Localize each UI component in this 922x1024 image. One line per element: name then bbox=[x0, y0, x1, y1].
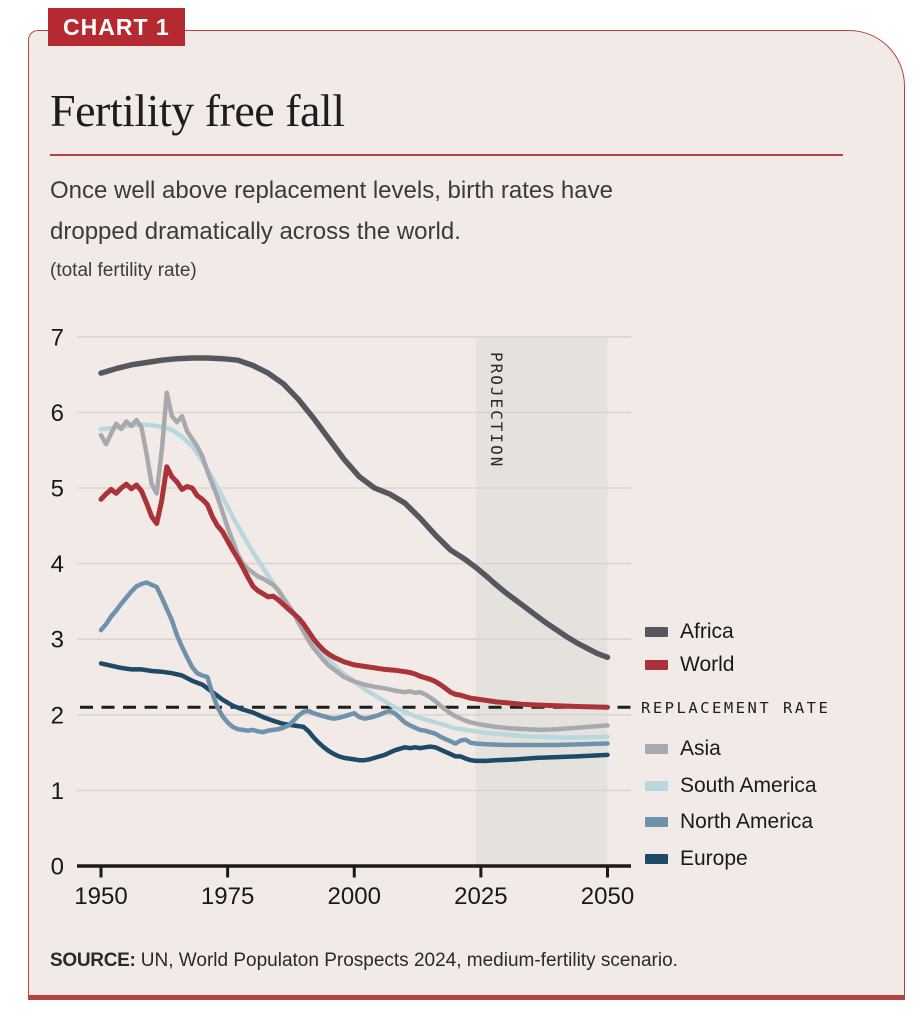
north-america-swatch bbox=[645, 817, 668, 828]
x-tick-label-2025: 2025 bbox=[454, 883, 507, 910]
legend-label-africa: Africa bbox=[680, 619, 734, 643]
legend-label-north-america: North America bbox=[680, 810, 814, 834]
x-tick-label-2050: 2050 bbox=[581, 883, 634, 910]
south-america-swatch bbox=[645, 780, 668, 791]
unit-note: (total fertility rate) bbox=[50, 260, 197, 281]
series-line-world bbox=[98, 464, 610, 710]
legend-item-asia: Asia bbox=[645, 731, 817, 768]
y-tick-label-3: 3 bbox=[51, 627, 64, 654]
source-text: UN, World Populaton Prospects 2024, medi… bbox=[135, 950, 678, 971]
chart-number-badge: CHART 1 bbox=[48, 8, 185, 46]
legend-item-world: World bbox=[645, 648, 734, 681]
y-tick-label-6: 6 bbox=[51, 400, 64, 427]
africa-swatch bbox=[645, 626, 668, 637]
europe-swatch bbox=[645, 853, 668, 864]
y-tick-label-7: 7 bbox=[51, 324, 64, 351]
chart-card bbox=[28, 30, 905, 1000]
source-label: SOURCE: bbox=[50, 950, 136, 971]
legend-label-europe: Europe bbox=[680, 846, 748, 870]
series-line-europe bbox=[98, 661, 610, 764]
chart-subtitle: Once well above replacement levels, birt… bbox=[50, 177, 613, 245]
legend-bottom: Asia South America North America Europe bbox=[645, 731, 817, 877]
y-tick-label-2: 2 bbox=[51, 702, 64, 729]
title-divider bbox=[50, 154, 843, 156]
legend-item-north-america: North America bbox=[645, 804, 817, 841]
chart-title: Fertility free fall bbox=[50, 85, 345, 136]
legend-item-europe: Europe bbox=[645, 841, 817, 878]
y-tick-label-1: 1 bbox=[51, 778, 64, 805]
y-tick-label-5: 5 bbox=[51, 476, 64, 503]
projection-band bbox=[475, 338, 608, 866]
asia-swatch bbox=[645, 744, 668, 755]
replacement-rate-label: REPLACEMENT RATE bbox=[641, 699, 831, 717]
legend-label-asia: Asia bbox=[680, 737, 721, 761]
world-swatch bbox=[645, 659, 668, 670]
legend-item-africa: Africa bbox=[645, 615, 734, 648]
source-note: SOURCE: UN, World Populaton Prospects 20… bbox=[50, 950, 678, 972]
legend-label-world: World bbox=[680, 652, 735, 676]
legend-label-south-america: South America bbox=[680, 773, 817, 797]
series-line-north-america bbox=[98, 580, 610, 748]
projection-label: PROJECTION bbox=[487, 352, 506, 469]
y-tick-label-0: 0 bbox=[51, 854, 64, 881]
legend-top: Africa World bbox=[645, 615, 734, 681]
y-tick-label-4: 4 bbox=[51, 551, 64, 578]
x-tick-label-1950: 1950 bbox=[74, 883, 127, 910]
x-tick-label-2000: 2000 bbox=[328, 883, 381, 910]
series-lines bbox=[98, 355, 611, 764]
x-axis-ticks: 1950 1975 2000 2025 2050 bbox=[74, 866, 634, 910]
x-tick-label-1975: 1975 bbox=[201, 883, 254, 910]
series-line-africa bbox=[98, 355, 611, 661]
legend-item-south-america: South America bbox=[645, 768, 817, 805]
series-line-south-america bbox=[98, 422, 610, 740]
y-axis-labels: 0 1 2 3 4 5 6 7 bbox=[51, 324, 64, 880]
